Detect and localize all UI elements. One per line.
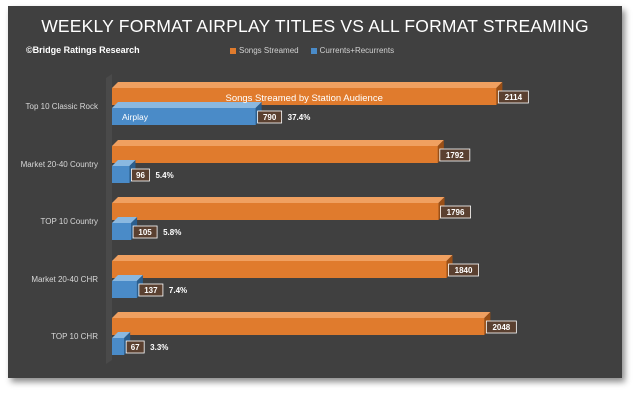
streamed-value-market-20-40-country-box [439, 148, 471, 162]
streamed-bar-top-10-chr [112, 318, 485, 335]
chart-credit: ©Bridge Ratings Research [26, 45, 140, 55]
currents-value-top-10-country-box [132, 225, 158, 239]
currents-bar-market-20-40-chr [112, 281, 137, 298]
currents-bar-top-10-classic-rock-top [112, 102, 262, 108]
currents-value-top-10-chr-box [125, 340, 145, 354]
streamed-value-top-10-country-box [440, 205, 471, 219]
category-label-market-20-40-country: Market 20-40 Country [21, 160, 98, 169]
legend-item-songs-streamed: Songs Streamed [230, 46, 299, 55]
percent-label-top-10-country: 5.8% [163, 228, 181, 237]
streamed-bar-top-10-country [112, 203, 439, 220]
streamed-bar-market-20-40-chr [112, 261, 447, 278]
currents-bar-market-20-40-country-top [112, 160, 136, 166]
streamed-bar-top-10-chr-top [112, 312, 491, 318]
currents-value-market-20-40-chr-box [138, 283, 164, 297]
streamed-value-market-20-40-chr: 1840 [455, 266, 473, 275]
streamed-bar-annotation: Songs Streamed by Station Audience [225, 93, 382, 104]
streamed-value-top-10-classic-rock: 2114 [505, 93, 523, 102]
category-label-market-20-40-chr: Market 20-40 CHR [31, 275, 98, 284]
currents-value-top-10-classic-rock: 790 [263, 113, 277, 122]
legend-label-currents-recurrents: Currents+Recurrents [319, 46, 395, 55]
category-label-top-10-chr: TOP 10 CHR [51, 332, 98, 341]
streamed-value-market-20-40-country: 1792 [446, 151, 464, 160]
currents-value-top-10-classic-rock-box [257, 110, 283, 124]
legend-label-songs-streamed: Songs Streamed [239, 46, 299, 55]
legend-swatch-currents-recurrents [310, 47, 317, 54]
currents-value-top-10-country: 105 [138, 228, 152, 237]
currents-bar-top-10-classic-rock [112, 108, 256, 125]
percent-label-market-20-40-chr: 7.4% [169, 286, 187, 295]
percent-label-top-10-classic-rock: 37.4% [288, 113, 311, 122]
streamed-bar-market-20-40-chr-top [112, 255, 453, 261]
legend-swatch-songs-streamed [230, 47, 236, 54]
streamed-value-top-10-chr: 2048 [492, 323, 510, 332]
streamed-bar-top-10-country-top [112, 197, 445, 203]
category-label-top-10-country: TOP 10 Country [40, 217, 98, 226]
streamed-value-top-10-country: 1796 [447, 208, 465, 217]
streamed-value-market-20-40-chr-box [448, 263, 479, 277]
airplay-bar-annotation: Airplay [122, 112, 149, 122]
streamed-bar-market-20-40-country-top [112, 140, 444, 146]
streamed-value-top-10-chr-box [485, 320, 517, 334]
currents-bar-top-10-chr [112, 338, 125, 355]
percent-label-market-20-40-country: 5.4% [155, 171, 173, 180]
percent-label-top-10-chr: 3.3% [150, 343, 168, 352]
currents-value-top-10-chr: 67 [131, 343, 140, 352]
currents-value-market-20-40-chr: 137 [144, 286, 158, 295]
streamed-bar-top-10-classic-rock-top [112, 82, 503, 88]
currents-bar-market-20-40-country [112, 166, 130, 183]
chart-legend: Songs Streamed Currents+Recurrents [230, 46, 394, 55]
currents-bar-top-10-country-top [112, 217, 138, 223]
streamed-bar-top-10-classic-rock [112, 88, 497, 105]
currents-bar-top-10-country [112, 223, 132, 240]
streamed-bar-market-20-40-country [112, 146, 438, 163]
axis-wall [106, 74, 112, 364]
category-label-top-10-classic-rock: Top 10 Classic Rock [26, 102, 99, 111]
currents-value-market-20-40-country: 96 [136, 171, 145, 180]
legend-item-currents-recurrents: Currents+Recurrents [310, 46, 395, 55]
chart-title: WEEKLY FORMAT AIRPLAY TITLES VS ALL FORM… [41, 16, 589, 36]
streamed-value-top-10-classic-rock-box [497, 90, 529, 104]
currents-bar-market-20-40-chr-top [112, 275, 143, 281]
currents-bar-top-10-chr-top [112, 332, 131, 338]
currents-value-market-20-40-country-box [131, 168, 150, 182]
